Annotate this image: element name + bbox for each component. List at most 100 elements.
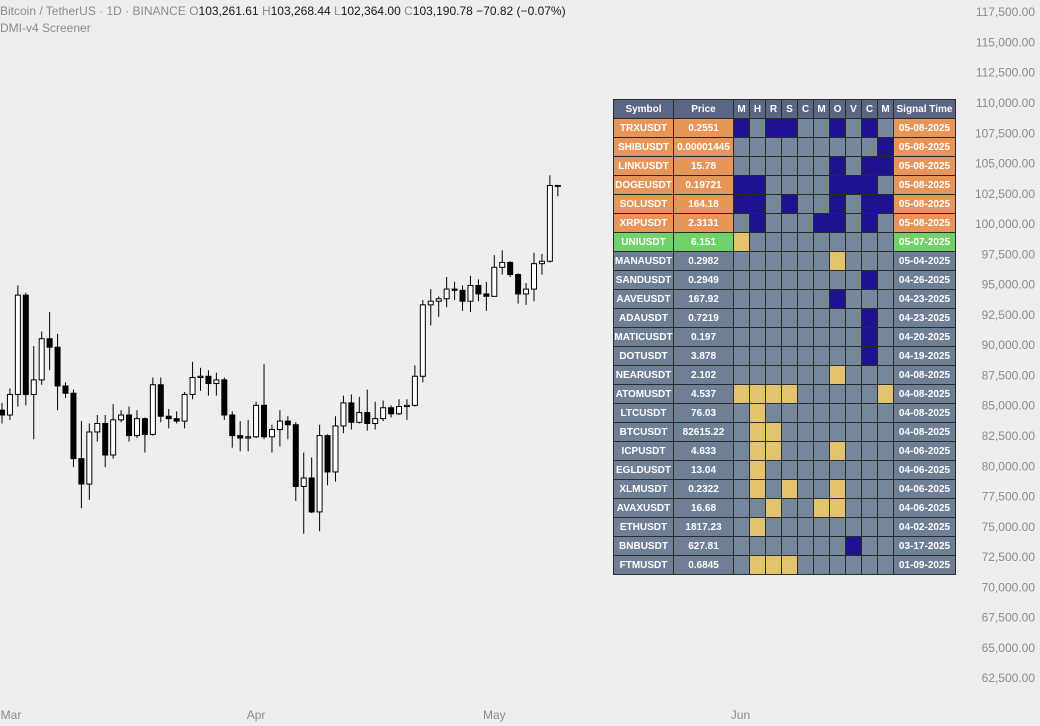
signal-cell xyxy=(813,270,830,290)
candle-body xyxy=(197,375,204,378)
signal-cell xyxy=(829,422,846,442)
signal-time-cell: 04-19-2025 xyxy=(893,346,956,366)
price-cell: 4.537 xyxy=(673,384,734,404)
signal-cell xyxy=(877,384,894,404)
signal-cell xyxy=(765,365,782,385)
symbol-cell: FTMUSDT xyxy=(613,555,674,575)
signal-cell xyxy=(813,498,830,518)
column-header: M xyxy=(733,99,750,119)
signal-cell xyxy=(813,536,830,556)
symbol-cell: LINKUSDT xyxy=(613,156,674,176)
signal-cell xyxy=(877,422,894,442)
signal-time-cell: 05-08-2025 xyxy=(893,175,956,195)
y-tick-label: 110,000.00 xyxy=(976,96,1035,110)
symbol-header: Bitcoin / TetherUS · 1D · BINANCE O103,2… xyxy=(0,4,566,18)
signal-cell xyxy=(749,441,766,461)
signal-cell xyxy=(797,346,814,366)
signal-cell xyxy=(733,384,750,404)
signal-cell xyxy=(733,308,750,328)
signal-cell xyxy=(845,175,862,195)
signal-time-cell: 04-26-2025 xyxy=(893,270,956,290)
signal-cell xyxy=(813,422,830,442)
candle-body xyxy=(356,412,363,423)
candle-body xyxy=(189,376,196,395)
candle-body xyxy=(316,435,323,513)
signal-cell xyxy=(861,156,878,176)
signal-cell xyxy=(733,194,750,214)
signal-cell xyxy=(781,460,798,480)
candle-body xyxy=(546,185,553,262)
signal-cell xyxy=(829,441,846,461)
signal-cell xyxy=(749,479,766,499)
signal-cell xyxy=(877,194,894,214)
ohlc-label: O xyxy=(189,4,199,18)
candle-body xyxy=(276,420,283,431)
column-header: Symbol xyxy=(613,99,674,119)
signal-cell xyxy=(749,137,766,157)
y-tick-label: 117,500.00 xyxy=(976,5,1035,19)
signal-cell xyxy=(733,441,750,461)
signal-cell xyxy=(829,498,846,518)
y-tick-label: 105,000.00 xyxy=(975,157,1035,171)
signal-cell xyxy=(797,403,814,423)
signal-cell xyxy=(861,365,878,385)
signal-cell xyxy=(781,403,798,423)
signal-cell xyxy=(797,137,814,157)
signal-cell xyxy=(733,460,750,480)
screener-row: AAVEUSDT 167.92 04-23-2025 xyxy=(613,289,956,309)
signal-cell xyxy=(797,479,814,499)
signal-cell xyxy=(781,213,798,233)
signal-cell xyxy=(765,422,782,442)
candle-body xyxy=(221,379,228,416)
candle-body xyxy=(62,385,69,394)
signal-cell xyxy=(733,213,750,233)
price-cell: 4.633 xyxy=(673,441,734,461)
candle-body xyxy=(118,414,125,421)
price-cell: 627.81 xyxy=(673,536,734,556)
signal-cell xyxy=(877,460,894,480)
signal-cell xyxy=(733,270,750,290)
signal-cell xyxy=(749,517,766,537)
signal-cell xyxy=(765,213,782,233)
signal-cell xyxy=(781,384,798,404)
signal-cell xyxy=(829,517,846,537)
signal-cell xyxy=(749,232,766,252)
signal-cell xyxy=(749,422,766,442)
signal-cell xyxy=(813,555,830,575)
symbol-cell: MANAUSDT xyxy=(613,251,674,271)
signal-cell xyxy=(781,517,798,537)
candle-body xyxy=(157,384,164,417)
signal-cell xyxy=(829,536,846,556)
signal-cell xyxy=(861,346,878,366)
signal-cell xyxy=(813,118,830,138)
column-header: M xyxy=(813,99,830,119)
signal-cell xyxy=(749,251,766,271)
price-cell: 0.197 xyxy=(673,327,734,347)
signal-cell xyxy=(861,137,878,157)
signal-time-cell: 03-17-2025 xyxy=(893,536,956,556)
signal-cell xyxy=(845,137,862,157)
y-tick-label: 92,500.00 xyxy=(982,308,1036,322)
candle-body xyxy=(523,288,530,295)
screener-row: ADAUSDT 0.7219 04-23-2025 xyxy=(613,308,956,328)
signal-cell xyxy=(829,555,846,575)
screener-row: XLMUSDT 0.2322 04-06-2025 xyxy=(613,479,956,499)
signal-cell xyxy=(829,384,846,404)
signal-cell xyxy=(813,327,830,347)
signal-cell xyxy=(829,270,846,290)
candle-body xyxy=(0,409,5,416)
y-tick-label: 95,000.00 xyxy=(982,278,1036,292)
y-tick-label: 62,500.00 xyxy=(982,671,1036,685)
signal-cell xyxy=(845,289,862,309)
signal-cell xyxy=(781,422,798,442)
signal-cell xyxy=(749,460,766,480)
signal-cell xyxy=(877,156,894,176)
signal-cell xyxy=(813,403,830,423)
signal-cell xyxy=(781,479,798,499)
symbol-cell: SOLUSDT xyxy=(613,194,674,214)
signal-cell xyxy=(845,213,862,233)
symbol-cell: AAVEUSDT xyxy=(613,289,674,309)
signal-cell xyxy=(845,232,862,252)
signal-cell xyxy=(861,289,878,309)
signal-cell xyxy=(797,232,814,252)
